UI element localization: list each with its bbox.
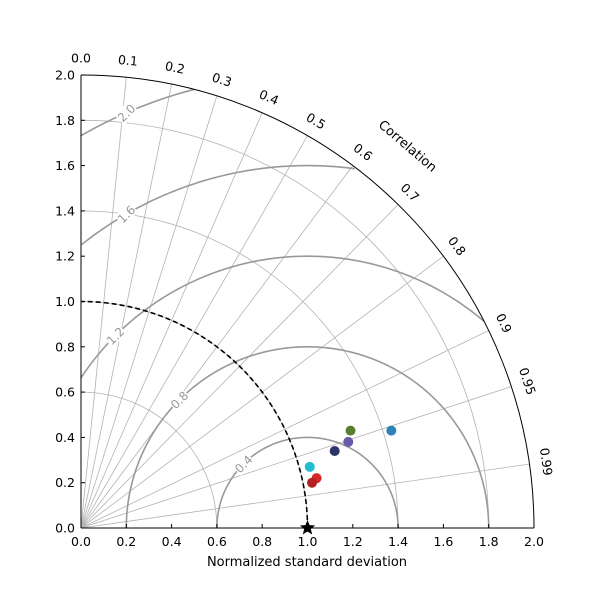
correlation-ray (80, 84, 172, 529)
x-tick-label: 1.2 (343, 534, 363, 549)
points-layer (299, 425, 397, 535)
correlation-tick-label: 0.3 (210, 70, 233, 90)
rms-contour-label: 2.0 (115, 101, 138, 124)
x-tick-label: 0.4 (162, 534, 182, 549)
y-tick-label: 1.2 (55, 249, 75, 264)
correlation-tick-label: 0.2 (164, 58, 186, 77)
y-tick-label: 1.4 (55, 203, 75, 218)
outer-arc (80, 74, 535, 529)
y-tick-label: 0.0 (55, 521, 75, 536)
x-tick-label: 0.0 (71, 534, 91, 549)
y-tick-label: 0.6 (55, 385, 75, 400)
rms-contour-label-bg (114, 202, 139, 227)
rms-contour (80, 255, 485, 379)
rms-contour-label-bg (114, 100, 139, 125)
correlation-tick-label: 0.5 (304, 110, 329, 133)
data-point (304, 461, 315, 472)
y-tick-label: 1.6 (55, 158, 75, 173)
grid-layer (80, 75, 530, 529)
x-tick-label: 0.2 (116, 534, 136, 549)
correlation-ray (80, 95, 218, 529)
y-tick-label: 2.0 (55, 68, 75, 83)
rms-contour (125, 345, 490, 529)
reference-std-arc (80, 300, 309, 529)
std-arc (80, 210, 399, 529)
x-tick-label: 1.0 (298, 534, 318, 549)
rms-contour (80, 88, 195, 137)
std-arc (80, 391, 218, 529)
rms-contour-label-bg (167, 387, 192, 412)
correlation-tick-label: 0.6 (351, 140, 376, 164)
correlation-axis-label: Correlation (375, 118, 439, 176)
y-tick-label: 0.4 (55, 430, 75, 445)
correlation-tick-label: 0.8 (445, 234, 469, 259)
data-point (329, 445, 340, 456)
y-tick-label: 1.8 (55, 113, 75, 128)
x-tick-label: 1.8 (479, 534, 499, 549)
reference-star-marker (299, 520, 316, 535)
correlation-tick-label: 0.0 (71, 51, 91, 66)
correlation-tick-label: 0.4 (257, 86, 281, 108)
data-point (345, 425, 356, 436)
data-point (343, 436, 354, 447)
x-tick-label: 2.0 (524, 534, 544, 549)
y-tick-label: 1.0 (55, 294, 75, 309)
correlation-tick-label: 0.7 (398, 180, 423, 205)
rms-contour (81, 164, 355, 246)
x-tick-label: 0.8 (252, 534, 272, 549)
x-tick-label: 0.6 (207, 534, 227, 549)
correlation-ray (80, 330, 489, 529)
x-axis-label: Normalized standard deviation (207, 555, 407, 570)
rms-contour (216, 436, 399, 528)
data-point (307, 477, 318, 488)
rms-contour-label: 1.6 (115, 203, 138, 226)
correlation-tick-label: 0.95 (516, 366, 539, 397)
rms-contour-label-bg (231, 451, 256, 476)
x-tick-label: 1.4 (388, 534, 408, 549)
correlation-ray (80, 112, 263, 529)
correlation-tick-label: 0.1 (117, 52, 138, 69)
y-tick-label: 0.8 (55, 339, 75, 354)
data-point (386, 425, 397, 436)
rms-contour-label-bg (103, 323, 128, 348)
correlation-ray (80, 386, 512, 529)
y-tick-label: 0.2 (55, 475, 75, 490)
correlation-tick-label: 0.99 (537, 447, 556, 477)
correlation-ray (80, 135, 308, 529)
std-arc (80, 119, 490, 529)
axes-layer: 0.0 0.2 0.4 0.6 0.8 1.0 1.2 1.4 1.6 1.8 2.0 0.0 0.2 0… (55, 51, 556, 549)
x-tick-label: 1.6 (433, 534, 453, 549)
correlation-tick-label: 0.9 (493, 311, 515, 335)
